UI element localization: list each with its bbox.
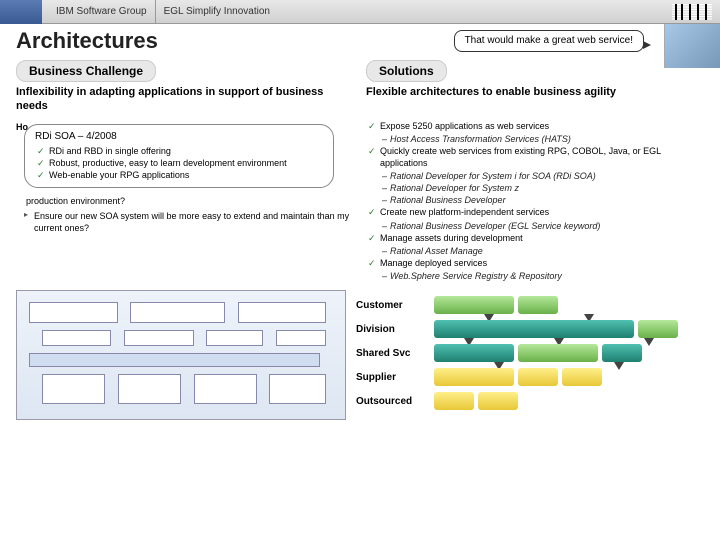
bubble-item: Web-enable your RPG applications bbox=[35, 169, 323, 181]
bubble-list: RDi and RBD in single offering Robust, p… bbox=[35, 145, 323, 181]
content-row: Ho RDi SOA – 4/2008 RDi and RBD in singl… bbox=[0, 120, 720, 283]
sol-item: Quickly create web services from existin… bbox=[366, 145, 704, 169]
sol-sub: Web.Sphere Service Registry & Repository bbox=[366, 270, 704, 282]
blob bbox=[434, 368, 514, 386]
section-headers: Business Challenge Inflexibility in adap… bbox=[0, 60, 720, 120]
blob bbox=[602, 344, 642, 362]
solutions-list: Expose 5250 applications as web services… bbox=[366, 120, 704, 283]
header-bar: IBM Software Group EGL Simplify Innovati… bbox=[0, 0, 720, 24]
header-subtitle: EGL Simplify Innovation bbox=[156, 0, 278, 24]
blob bbox=[478, 392, 518, 410]
header-group-label: IBM Software Group bbox=[48, 0, 156, 24]
bubble-title: RDi SOA – 4/2008 bbox=[35, 131, 323, 142]
people-photo bbox=[664, 24, 720, 68]
sol-sub: Rational Developer for System z bbox=[366, 182, 704, 194]
speech-bubble: That would make a great web service! bbox=[454, 30, 644, 52]
rdi-soa-bubble: RDi SOA – 4/2008 RDi and RBD in single o… bbox=[24, 124, 334, 188]
ibm-logo bbox=[672, 4, 712, 23]
sol-item: Manage assets during development bbox=[366, 232, 704, 244]
title-row: Architectures That would make a great we… bbox=[0, 24, 720, 60]
sol-sub: Rational Business Developer (EGL Service… bbox=[366, 220, 704, 232]
layer-label: Supplier bbox=[356, 372, 434, 383]
layer-label: Customer bbox=[356, 300, 434, 311]
blob bbox=[518, 344, 598, 362]
solutions-sub: Flexible architectures to enable busines… bbox=[366, 86, 704, 100]
header-accent bbox=[0, 0, 42, 24]
bubble-item: RDi and RBD in single offering bbox=[35, 145, 323, 157]
blob bbox=[434, 320, 634, 338]
left-question: Ensure our new SOA system will be more e… bbox=[26, 210, 354, 234]
blob bbox=[562, 368, 602, 386]
sol-item: Expose 5250 applications as web services bbox=[366, 120, 704, 132]
business-challenge-sub: Inflexibility in adapting applications i… bbox=[16, 86, 354, 114]
solutions-label: Solutions bbox=[366, 60, 447, 82]
business-challenge-label: Business Challenge bbox=[16, 60, 156, 82]
blob bbox=[518, 296, 558, 314]
blob bbox=[434, 392, 474, 410]
sol-item: Manage deployed services bbox=[366, 257, 704, 269]
bottom-row: Customer Division Shared Svc bbox=[0, 282, 720, 420]
blob bbox=[518, 368, 558, 386]
layer-label: Outsourced bbox=[356, 396, 434, 407]
sol-sub: Host Access Transformation Services (HAT… bbox=[366, 133, 704, 145]
blob bbox=[434, 344, 514, 362]
architecture-diagram bbox=[16, 290, 346, 420]
bubble-item: Robust, productive, easy to learn develo… bbox=[35, 157, 323, 169]
layer-division: Division bbox=[356, 320, 704, 338]
sol-sub: Rational Business Developer bbox=[366, 194, 704, 206]
layer-outsourced: Outsourced bbox=[356, 392, 704, 410]
layer-supplier: Supplier bbox=[356, 368, 704, 386]
right-column: Expose 5250 applications as web services… bbox=[366, 120, 704, 283]
blob bbox=[434, 296, 514, 314]
bubble-tail: production environment? bbox=[16, 196, 354, 206]
layers-diagram: Customer Division Shared Svc bbox=[356, 296, 704, 416]
left-column: Ho RDi SOA – 4/2008 RDi and RBD in singl… bbox=[16, 120, 354, 283]
sol-item: Create new platform-independent services bbox=[366, 206, 704, 218]
layer-label: Division bbox=[356, 324, 434, 335]
layer-label: Shared Svc bbox=[356, 348, 434, 359]
sol-sub: Rational Developer for System i for SOA … bbox=[366, 170, 704, 182]
page-title: Architectures bbox=[16, 28, 158, 54]
blob bbox=[638, 320, 678, 338]
layer-shared: Shared Svc bbox=[356, 344, 704, 362]
sol-sub: Rational Asset Manage bbox=[366, 245, 704, 257]
layer-customer: Customer bbox=[356, 296, 704, 314]
